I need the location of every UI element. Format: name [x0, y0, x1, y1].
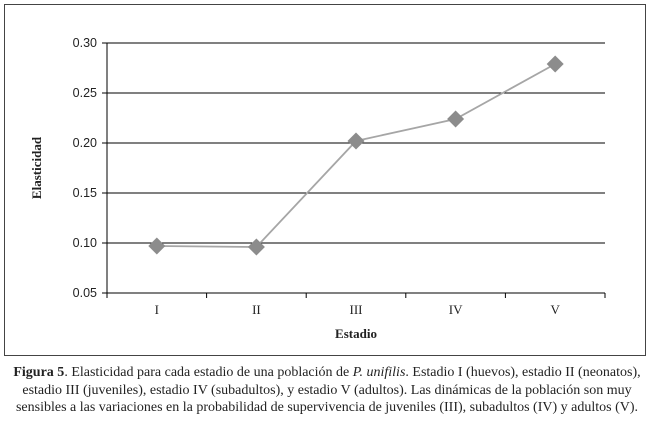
x-tick-label-V: V [551, 302, 561, 317]
data-point-I [148, 237, 166, 255]
y-tick-label-0.20: 0.20 [73, 136, 97, 150]
line-chart: 0.050.100.150.200.250.30 I II III IV V Estad… [29, 36, 606, 341]
x-tick-label-I: I [155, 302, 159, 317]
caption-text-1: . Elasticidad para cada estadio de una p… [64, 365, 353, 380]
y-axis-title: Elasticidad [29, 136, 44, 199]
data-point-II [247, 238, 265, 256]
series-elasticidad [148, 55, 564, 256]
axes [102, 42, 606, 298]
caption-species: P. unifilis [352, 365, 406, 380]
x-tick-label-II: II [252, 302, 261, 317]
series-line [156, 63, 556, 248]
x-tick-label-III: III [350, 302, 363, 317]
x-tick-label-IV: IV [449, 302, 463, 317]
caption-label: Figura 5 [13, 365, 65, 380]
y-tick-label-0.30: 0.30 [73, 36, 97, 50]
y-tick-label-0.05: 0.05 [73, 286, 97, 300]
data-point-V [546, 55, 564, 73]
y-tick-label-0.25: 0.25 [73, 86, 97, 100]
y-tick-label-0.15: 0.15 [73, 186, 97, 200]
y-tick-labels: 0.05 0.10 0.15 0.20 0.25 0.30 [73, 36, 97, 300]
chart-frame: 0.05 0.10 0.15 0.20 0.25 0.30 I II III IV V Estad… [4, 4, 646, 356]
caption-text-2: . Estadio I (huevos), estadio II (neonat… [15, 365, 641, 415]
data-point-III [347, 132, 365, 150]
data-point-IV [447, 110, 465, 128]
x-axis-title: Estadio [335, 326, 377, 341]
figure-caption: Figura 5. Elasticidad para cada estadio … [12, 364, 642, 417]
y-tick-label-0.10: 0.10 [73, 236, 97, 250]
x-tick-labels: I II III IV V [155, 302, 561, 317]
